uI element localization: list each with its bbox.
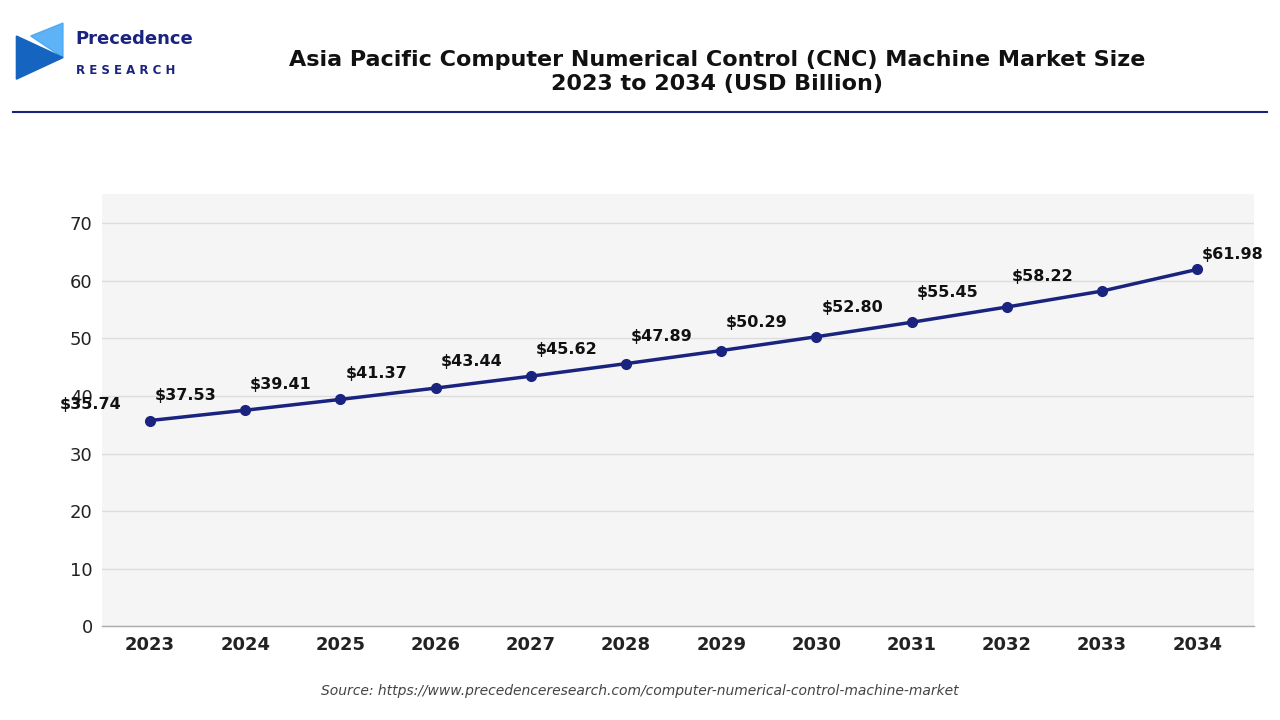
- Text: R E S E A R C H: R E S E A R C H: [76, 64, 175, 77]
- Text: $43.44: $43.44: [440, 354, 502, 369]
- Text: $37.53: $37.53: [155, 388, 216, 403]
- Text: $35.74: $35.74: [60, 397, 122, 412]
- Text: Asia Pacific Computer Numerical Control (CNC) Machine Market Size
2023 to 2034 (: Asia Pacific Computer Numerical Control …: [288, 50, 1146, 94]
- Text: $52.80: $52.80: [822, 300, 883, 315]
- Text: Precedence: Precedence: [76, 30, 193, 48]
- Text: $55.45: $55.45: [916, 285, 978, 300]
- Text: $61.98: $61.98: [1202, 248, 1263, 263]
- Polygon shape: [31, 23, 63, 58]
- Text: Source: https://www.precedenceresearch.com/computer-numerical-control-machine-ma: Source: https://www.precedenceresearch.c…: [321, 685, 959, 698]
- Text: $50.29: $50.29: [726, 315, 788, 330]
- Text: $58.22: $58.22: [1011, 269, 1074, 284]
- Text: $39.41: $39.41: [250, 377, 312, 392]
- Text: $47.89: $47.89: [631, 328, 692, 343]
- Polygon shape: [17, 36, 63, 79]
- Text: $45.62: $45.62: [536, 342, 598, 356]
- Text: $41.37: $41.37: [346, 366, 407, 381]
